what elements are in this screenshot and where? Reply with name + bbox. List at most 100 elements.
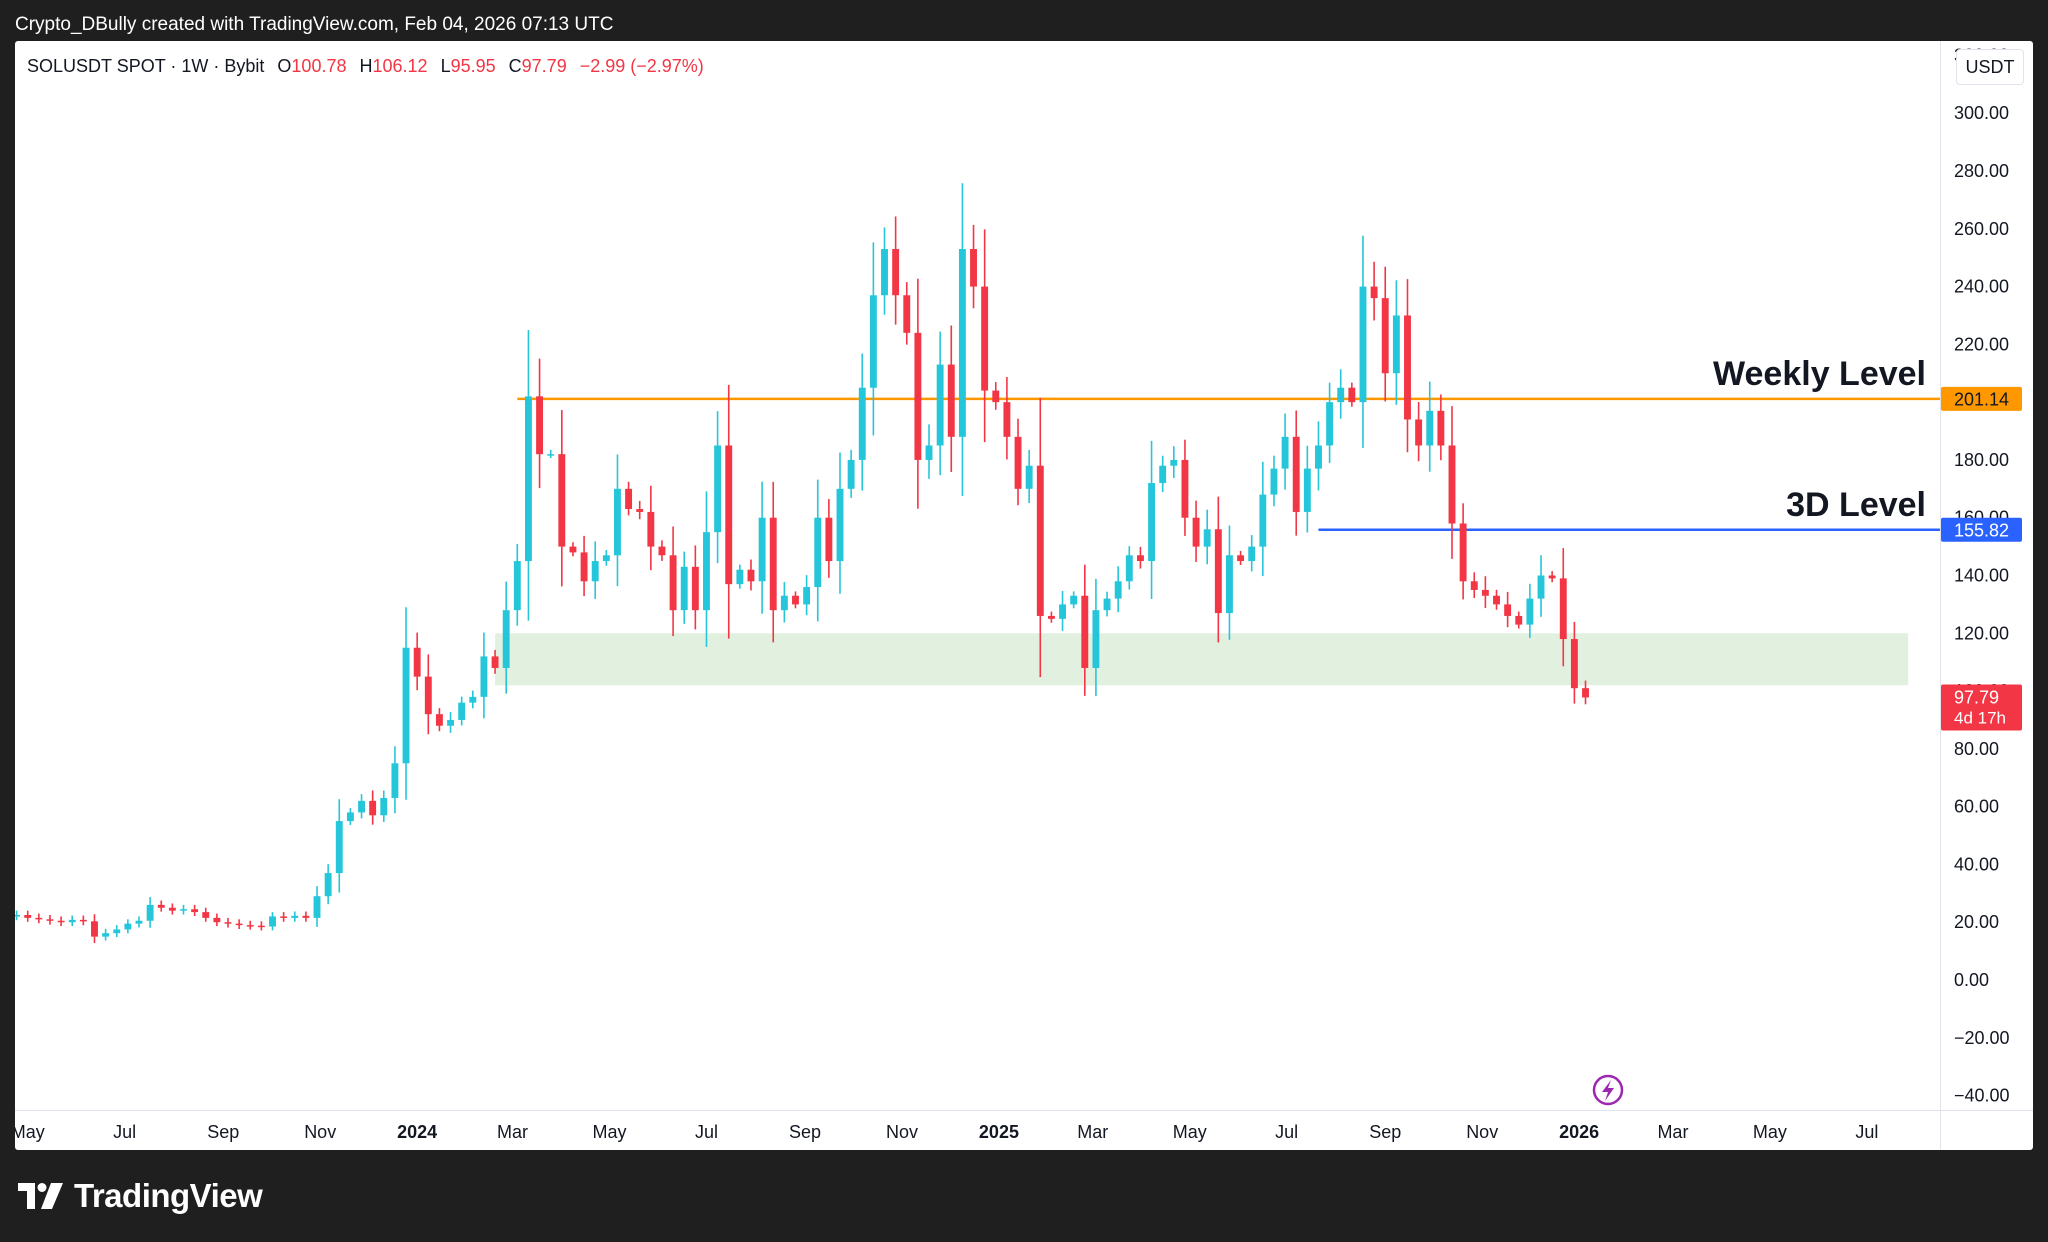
candle-body	[758, 517, 766, 582]
last-price-value: 97.79	[1954, 687, 1999, 707]
candle-body	[191, 909, 199, 913]
legend-open-label: O	[277, 56, 292, 76]
candle-body	[380, 797, 388, 816]
candle-body	[269, 916, 276, 927]
candle-body	[669, 555, 677, 611]
candle-body	[235, 923, 243, 926]
candle-body	[102, 933, 110, 937]
candle-body	[936, 364, 944, 446]
x-tick-label: Mar	[1077, 1122, 1108, 1142]
candle-body	[1036, 465, 1044, 616]
level-price-label: 155.82	[1954, 520, 2009, 540]
candle-body	[1259, 494, 1267, 547]
candle-body	[536, 396, 544, 455]
candle-body	[1426, 410, 1434, 446]
candle-body	[881, 249, 888, 296]
candle-body	[803, 587, 811, 605]
candle-body	[703, 532, 710, 611]
candle-body	[836, 488, 844, 562]
legend-change: −2.99 (−2.97%)	[579, 56, 704, 76]
tradingview-brand[interactable]: TradingView	[74, 1177, 263, 1214]
y-tick-label: 120.00	[1954, 623, 2009, 643]
x-tick-label: 2026	[1559, 1122, 1599, 1142]
candle-body	[725, 445, 733, 585]
candle-body	[1070, 595, 1078, 605]
candle-body	[1203, 529, 1211, 547]
candle-body	[346, 812, 354, 822]
candle-body	[15, 914, 21, 917]
candle-body	[491, 656, 499, 668]
candle-body	[1437, 410, 1445, 446]
y-tick-label: 220.00	[1954, 334, 2009, 354]
candle-body	[1470, 581, 1478, 590]
candle-body	[224, 922, 232, 924]
y-tick-label: 0.00	[1954, 970, 1989, 990]
candle-body	[814, 517, 822, 588]
candle-body	[1392, 315, 1400, 374]
legend-low-label: L	[440, 56, 451, 76]
header-bar: Crypto_DBully created with TradingView.c…	[0, 0, 2048, 48]
candle-body	[391, 763, 399, 798]
candle-body	[413, 647, 421, 677]
candle-body	[1292, 436, 1300, 512]
candle-body	[1148, 483, 1156, 562]
x-tick-label: May	[1173, 1122, 1207, 1142]
candle-body	[91, 921, 98, 937]
chart-area[interactable]: 320.00300.00280.00260.00240.00220.00200.…	[15, 41, 2033, 1150]
y-tick-label: 300.00	[1954, 103, 2009, 123]
candle-body	[547, 454, 555, 456]
candle-body	[1348, 387, 1356, 403]
y-tick-label: 180.00	[1954, 450, 2009, 470]
candle-body	[458, 702, 466, 720]
x-tick-label: 2025	[979, 1122, 1019, 1142]
candle-body	[1459, 523, 1467, 582]
candle-body	[1159, 465, 1167, 484]
candle-body	[35, 917, 43, 920]
x-tick-label: May	[1753, 1122, 1787, 1142]
candle-body	[1370, 286, 1378, 299]
candle-body	[313, 896, 321, 918]
candle-body	[625, 488, 633, 510]
candle-body	[46, 919, 54, 921]
candle-body	[1226, 555, 1233, 614]
candle-body	[1114, 581, 1122, 599]
candle-body	[569, 546, 577, 553]
candle-body	[1136, 555, 1144, 562]
legend-close-label: C	[508, 56, 522, 76]
candle-body	[1025, 465, 1033, 489]
level-price-tag	[1941, 386, 2022, 411]
candle-body	[302, 915, 310, 918]
candle-body	[324, 873, 332, 897]
candle-body	[79, 919, 87, 922]
candle-body	[168, 907, 176, 911]
candle-body	[1326, 402, 1334, 446]
level-name-label: 3D Level	[1786, 486, 1926, 524]
legend-close-value: 97.79	[521, 56, 567, 76]
candle-body	[113, 929, 121, 934]
currency-selector[interactable]: USDT	[1956, 49, 2024, 85]
legend-high-value: 106.12	[372, 56, 428, 76]
candle-body	[1481, 589, 1489, 596]
candle-body	[358, 800, 365, 813]
candle-body	[280, 916, 288, 918]
candle-body	[792, 595, 799, 605]
candle-body	[1303, 468, 1311, 512]
candle-body	[157, 904, 165, 908]
candle-body	[524, 396, 532, 562]
candle-body	[958, 249, 966, 437]
candle-body	[1014, 436, 1022, 489]
level-price-tag	[1941, 517, 2022, 542]
candle-body	[591, 561, 599, 582]
x-tick-label: Sep	[1369, 1122, 1401, 1142]
candle-body	[914, 332, 922, 460]
candle-body	[124, 923, 132, 930]
x-tick-label: Jul	[695, 1122, 718, 1142]
y-tick-label: −40.00	[1954, 1086, 2010, 1106]
candle-body	[825, 517, 833, 562]
tradingview-logo-icon	[18, 1183, 63, 1209]
legend-low-value: 95.95	[450, 56, 496, 76]
candle-body	[257, 925, 265, 928]
candle-body	[1582, 688, 1589, 698]
legend-symbol[interactable]: SOLUSDT SPOT · 1W · Bybit	[27, 56, 265, 76]
candlestick-chart[interactable]: 320.00300.00280.00260.00240.00220.00200.…	[15, 41, 2033, 1150]
